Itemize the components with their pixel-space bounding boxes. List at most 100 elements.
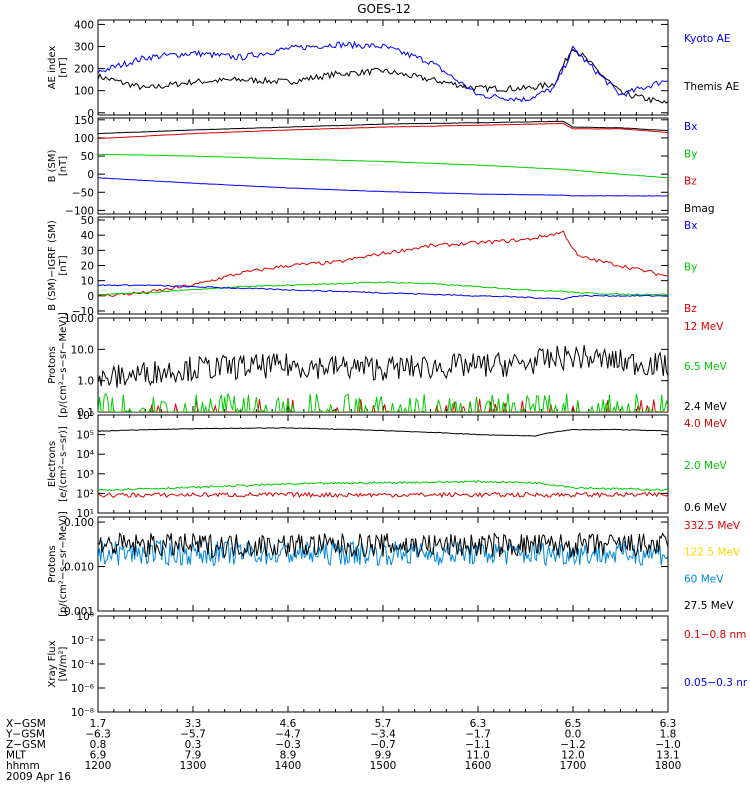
legend-label: Bz — [684, 176, 697, 188]
series-0-6-mev — [98, 427, 668, 437]
y-tick-label: 100 — [74, 133, 94, 145]
legend-label: 0.1−0.8 nm — [684, 629, 746, 641]
footer-value: −6.3 — [85, 729, 111, 741]
y-tick-label: −100 — [65, 205, 94, 217]
legend-label: 12 MeV — [684, 321, 724, 333]
footer-value: 1300 — [180, 760, 207, 772]
series-group — [98, 230, 668, 300]
y-axis-label-line2: [p/(cm²−s−sr−MeV)] — [58, 312, 69, 418]
legend-label: Bx — [684, 121, 697, 133]
y-tick-label: 100.0 — [64, 313, 94, 325]
y-tick-label: 200 — [74, 64, 94, 76]
y-axis-label-line2: [nT] — [58, 255, 69, 275]
y-axis-label-line2: [W/m²] — [58, 646, 69, 681]
y-axis-label-line1: B (SM)−IGRF (SM) — [47, 220, 58, 311]
y-tick-label: 10⁶ — [76, 410, 94, 422]
y-tick-label: 10⁴ — [76, 449, 94, 461]
series-kyoto-ae — [98, 40, 668, 103]
y-tick-label: 10⁻² — [71, 635, 94, 647]
series-bmag — [98, 120, 668, 135]
y-axis-label: AE index [nT] — [47, 46, 69, 90]
footer-value: 6.3 — [660, 718, 677, 730]
panel-frame — [97, 317, 669, 413]
y-tick-label: 400 — [74, 19, 94, 31]
footer-value: 1700 — [560, 760, 587, 772]
legend-label: By — [684, 148, 697, 160]
series-group — [98, 427, 668, 499]
y-axis-label-line2: [p/(cm²−s−sr−MeV)] — [58, 511, 69, 617]
footer-value: 11.0 — [466, 750, 489, 762]
footer-value: 1500 — [370, 760, 397, 772]
footer-row-label: MLT — [6, 750, 26, 762]
footer-value: 0.3 — [185, 739, 202, 751]
y-tick-label: 10.0 — [71, 344, 94, 356]
y-tick-label: 300 — [74, 42, 94, 54]
y-axis-label: Protons [p/(cm²−s−sr−MeV)] — [47, 511, 69, 617]
legend-label: Bmag — [684, 203, 715, 215]
legend-label: 2.4 MeV — [684, 401, 728, 413]
y-tick-label: 10¹ — [76, 508, 94, 520]
panel-protons1: 100.0 10.0 1.0 0.1 Protons [p/(cm²−s−sr−MeV)]… — [47, 312, 728, 419]
footer-value: −1.1 — [465, 739, 491, 751]
footer-value: 3.3 — [185, 718, 202, 730]
legend-label: Bz — [684, 303, 697, 315]
footer-value: 1800 — [655, 760, 682, 772]
series-group — [98, 40, 668, 104]
footer-value: 7.9 — [185, 750, 202, 762]
footer-value: −3.4 — [370, 729, 396, 741]
footer-value: 8.9 — [280, 750, 297, 762]
footer-value: 1600 — [465, 760, 492, 772]
panel-electrons: 10⁶ 10⁵ 10⁴ 10³ 10² 10¹ Electrons [e/(cm²−s−sr)… — [47, 410, 728, 520]
y-tick-label: 1.0 — [77, 376, 94, 388]
legend-label: 60 MeV — [684, 573, 724, 585]
panel-frame — [97, 516, 669, 612]
panel-bsm: 150 100 50 0 −50 −100 B (SM) [nT] Bx By Bz Bmag — [47, 115, 715, 218]
footer-value: −1.7 — [465, 729, 491, 741]
y-axis-label-line1: Xray Flux — [47, 640, 58, 687]
footer-value: 12.0 — [561, 750, 584, 762]
legend-label: 332.5 MeV — [684, 520, 741, 532]
footer-row-label: Z−GSM — [6, 739, 46, 751]
legend-label: Kyoto AE — [684, 33, 730, 45]
series-6-5-mev — [98, 392, 668, 412]
footer-row-label: Y−GSM — [5, 729, 45, 741]
series-group — [98, 345, 668, 412]
series-60-mev — [98, 539, 668, 567]
series-bz — [98, 122, 668, 140]
footer-value: 6.5 — [565, 718, 582, 730]
footer-value: 4.6 — [280, 718, 297, 730]
footer-value: −1.2 — [560, 739, 586, 751]
series-bx — [98, 284, 668, 300]
y-tick-label: 30 — [81, 245, 94, 257]
legend-label: 27.5 MeV — [684, 600, 734, 612]
footer-value: 13.1 — [656, 750, 679, 762]
legend-label: 0.6 MeV — [684, 502, 728, 514]
footer-value: 0.0 — [565, 729, 582, 741]
footer-date: 2009 Apr 16 — [6, 771, 71, 783]
y-tick-label: 0.010 — [64, 562, 94, 574]
y-tick-label: 10 — [81, 276, 94, 288]
footer-value: 1.8 — [660, 729, 677, 741]
y-tick-label: −10 — [72, 306, 94, 318]
y-tick-label: 0 — [87, 169, 94, 181]
y-tick-label: 10² — [76, 488, 94, 500]
panel-xray: 10⁰ 10⁻² 10⁻⁴ 10⁻⁶ 10⁻⁸ Xray Flux [W/m²] 0.1−0.… — [47, 611, 748, 719]
footer-value: −4.7 — [275, 729, 301, 741]
legend-label: 2.0 MeV — [684, 460, 728, 472]
footer-value: 0.8 — [90, 739, 107, 751]
panel-frame — [97, 216, 669, 315]
panel-frame — [97, 19, 669, 116]
footer-value: 5.7 — [375, 718, 392, 730]
series-bz — [98, 230, 668, 298]
y-tick-label: 100 — [74, 86, 94, 98]
y-tick-label: 0 — [87, 291, 94, 303]
y-tick-label: 150 — [74, 115, 94, 127]
y-tick-label: 0.1 — [77, 407, 94, 419]
footer-row-label: hhmm — [6, 760, 40, 772]
footer-value: 6.3 — [470, 718, 487, 730]
footer-value: 1200 — [85, 760, 112, 772]
series-by — [98, 153, 668, 179]
y-axis-label: Protons [p/(cm²−s−sr−MeV)] — [47, 312, 69, 418]
